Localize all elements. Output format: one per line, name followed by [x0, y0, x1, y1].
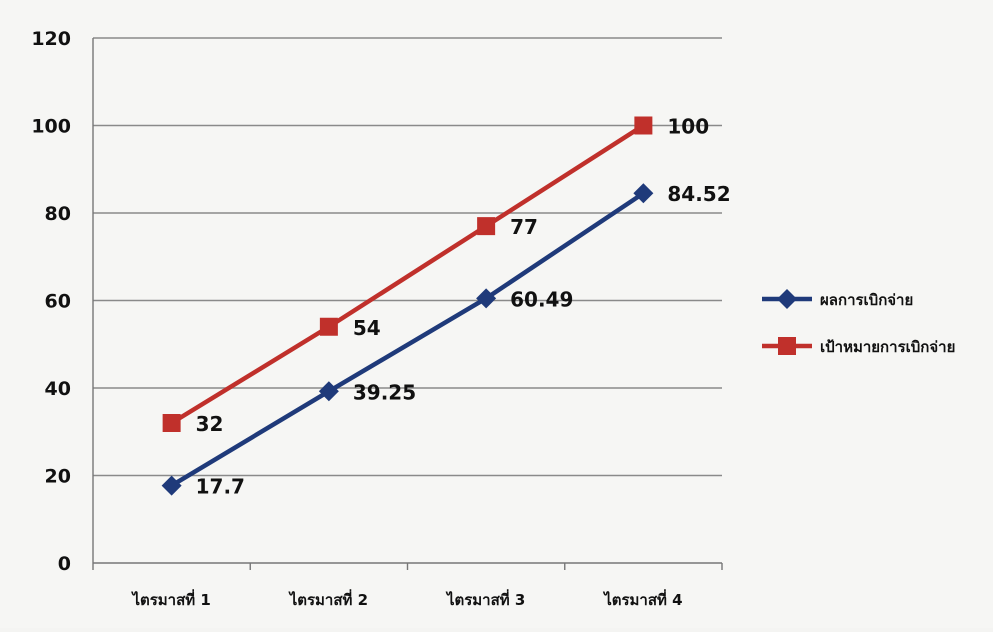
data-label: 100: [667, 115, 709, 139]
series: [161, 116, 654, 496]
y-tick-label: 80: [45, 203, 71, 225]
y-tick-labels: 0 20 40 60 80 100 120: [31, 28, 71, 575]
x-tick-label: ไตรมาสที่ 1: [130, 589, 210, 609]
data-label: 17.7: [196, 475, 245, 499]
data-labels: 17.7 39.25 60.49 84.52 32 54 77 100: [196, 115, 731, 499]
series-line-1: [170, 191, 645, 488]
x-tick-label: ไตรมาสที่ 4: [602, 589, 682, 609]
data-point-1: [633, 183, 654, 204]
data-point-1: [476, 288, 497, 309]
data-point-2: [319, 317, 338, 336]
data-point-2: [162, 414, 181, 432]
data-label: 54: [353, 316, 381, 340]
y-tick-label: 120: [31, 28, 71, 50]
y-tick-label: 100: [31, 116, 71, 138]
data-label: 77: [510, 215, 538, 239]
legend-marker-1: [777, 289, 797, 309]
y-tick-label: 40: [45, 378, 71, 400]
series-line-2: [170, 123, 645, 425]
legend-marker-2: [778, 337, 796, 355]
x-tick-label: ไตรมาสที่ 3: [445, 589, 525, 609]
legend-label: ผลการเบิกจ่าย: [820, 291, 913, 309]
data-point-1: [318, 381, 339, 402]
y-tick-label: 0: [58, 553, 71, 575]
data-label: 32: [196, 412, 224, 436]
data-label: 84.52: [667, 182, 730, 206]
legend-label: เป้าหมายการเบิกจ่าย: [820, 338, 955, 356]
data-label: 39.25: [353, 380, 416, 404]
y-tick-label: 60: [45, 291, 71, 313]
y-tick-label: 20: [45, 466, 71, 488]
data-point-2: [634, 116, 653, 135]
x-tick-labels: ไตรมาสที่ 1 ไตรมาสที่ 2 ไตรมาสที่ 3 ไตรมาสท…: [130, 589, 682, 609]
x-tick-label: ไตรมาสที่ 2: [288, 589, 368, 609]
axes: [92, 38, 723, 570]
gridlines: [93, 37, 722, 477]
data-point-2: [477, 217, 496, 236]
data-point-1: [161, 475, 182, 496]
data-label: 60.49: [510, 287, 573, 311]
